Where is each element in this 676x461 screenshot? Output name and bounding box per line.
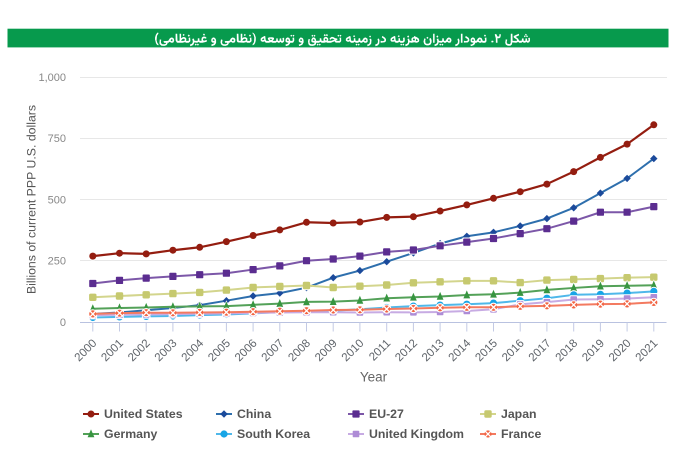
- svg-text:EU-27: EU-27: [369, 407, 404, 421]
- svg-text:1,000: 1,000: [38, 72, 66, 84]
- svg-text:Japan: Japan: [501, 407, 537, 421]
- svg-text:0: 0: [60, 317, 66, 329]
- svg-text:2007: 2007: [259, 337, 286, 364]
- svg-text:2016: 2016: [499, 337, 526, 364]
- svg-text:2015: 2015: [473, 337, 500, 364]
- svg-text:2012: 2012: [393, 337, 420, 364]
- svg-text:500: 500: [48, 194, 66, 206]
- svg-text:South Korea: South Korea: [237, 427, 310, 441]
- svg-text:2017: 2017: [526, 337, 553, 364]
- svg-text:2009: 2009: [312, 337, 339, 364]
- svg-text:2002: 2002: [125, 337, 152, 364]
- svg-text:2005: 2005: [206, 337, 233, 364]
- svg-text:United States: United States: [104, 407, 183, 421]
- svg-text:2008: 2008: [286, 337, 313, 364]
- svg-text:2000: 2000: [72, 337, 99, 364]
- svg-text:2020: 2020: [606, 337, 633, 364]
- svg-text:2014: 2014: [446, 336, 474, 364]
- svg-text:China: China: [237, 407, 271, 421]
- svg-text:Year: Year: [360, 370, 388, 385]
- svg-text:2013: 2013: [419, 337, 446, 364]
- svg-text:Germany: Germany: [104, 427, 157, 441]
- svg-text:United Kingdom: United Kingdom: [369, 427, 464, 441]
- svg-text:2010: 2010: [339, 337, 366, 364]
- svg-text:2006: 2006: [232, 337, 259, 364]
- svg-text:2018: 2018: [553, 337, 580, 364]
- svg-text:750: 750: [48, 133, 66, 145]
- svg-text:250: 250: [48, 256, 66, 268]
- svg-text:France: France: [501, 427, 541, 441]
- svg-text:Billions of current PPP U.S. d: Billions of current PPP U.S. dollars: [25, 105, 39, 294]
- svg-text:2011: 2011: [366, 337, 393, 364]
- svg-text:2003: 2003: [152, 337, 179, 364]
- svg-text:2001: 2001: [99, 337, 126, 364]
- svg-text:2021: 2021: [633, 337, 660, 364]
- svg-text:2019: 2019: [580, 337, 607, 364]
- svg-text:2004: 2004: [179, 336, 207, 364]
